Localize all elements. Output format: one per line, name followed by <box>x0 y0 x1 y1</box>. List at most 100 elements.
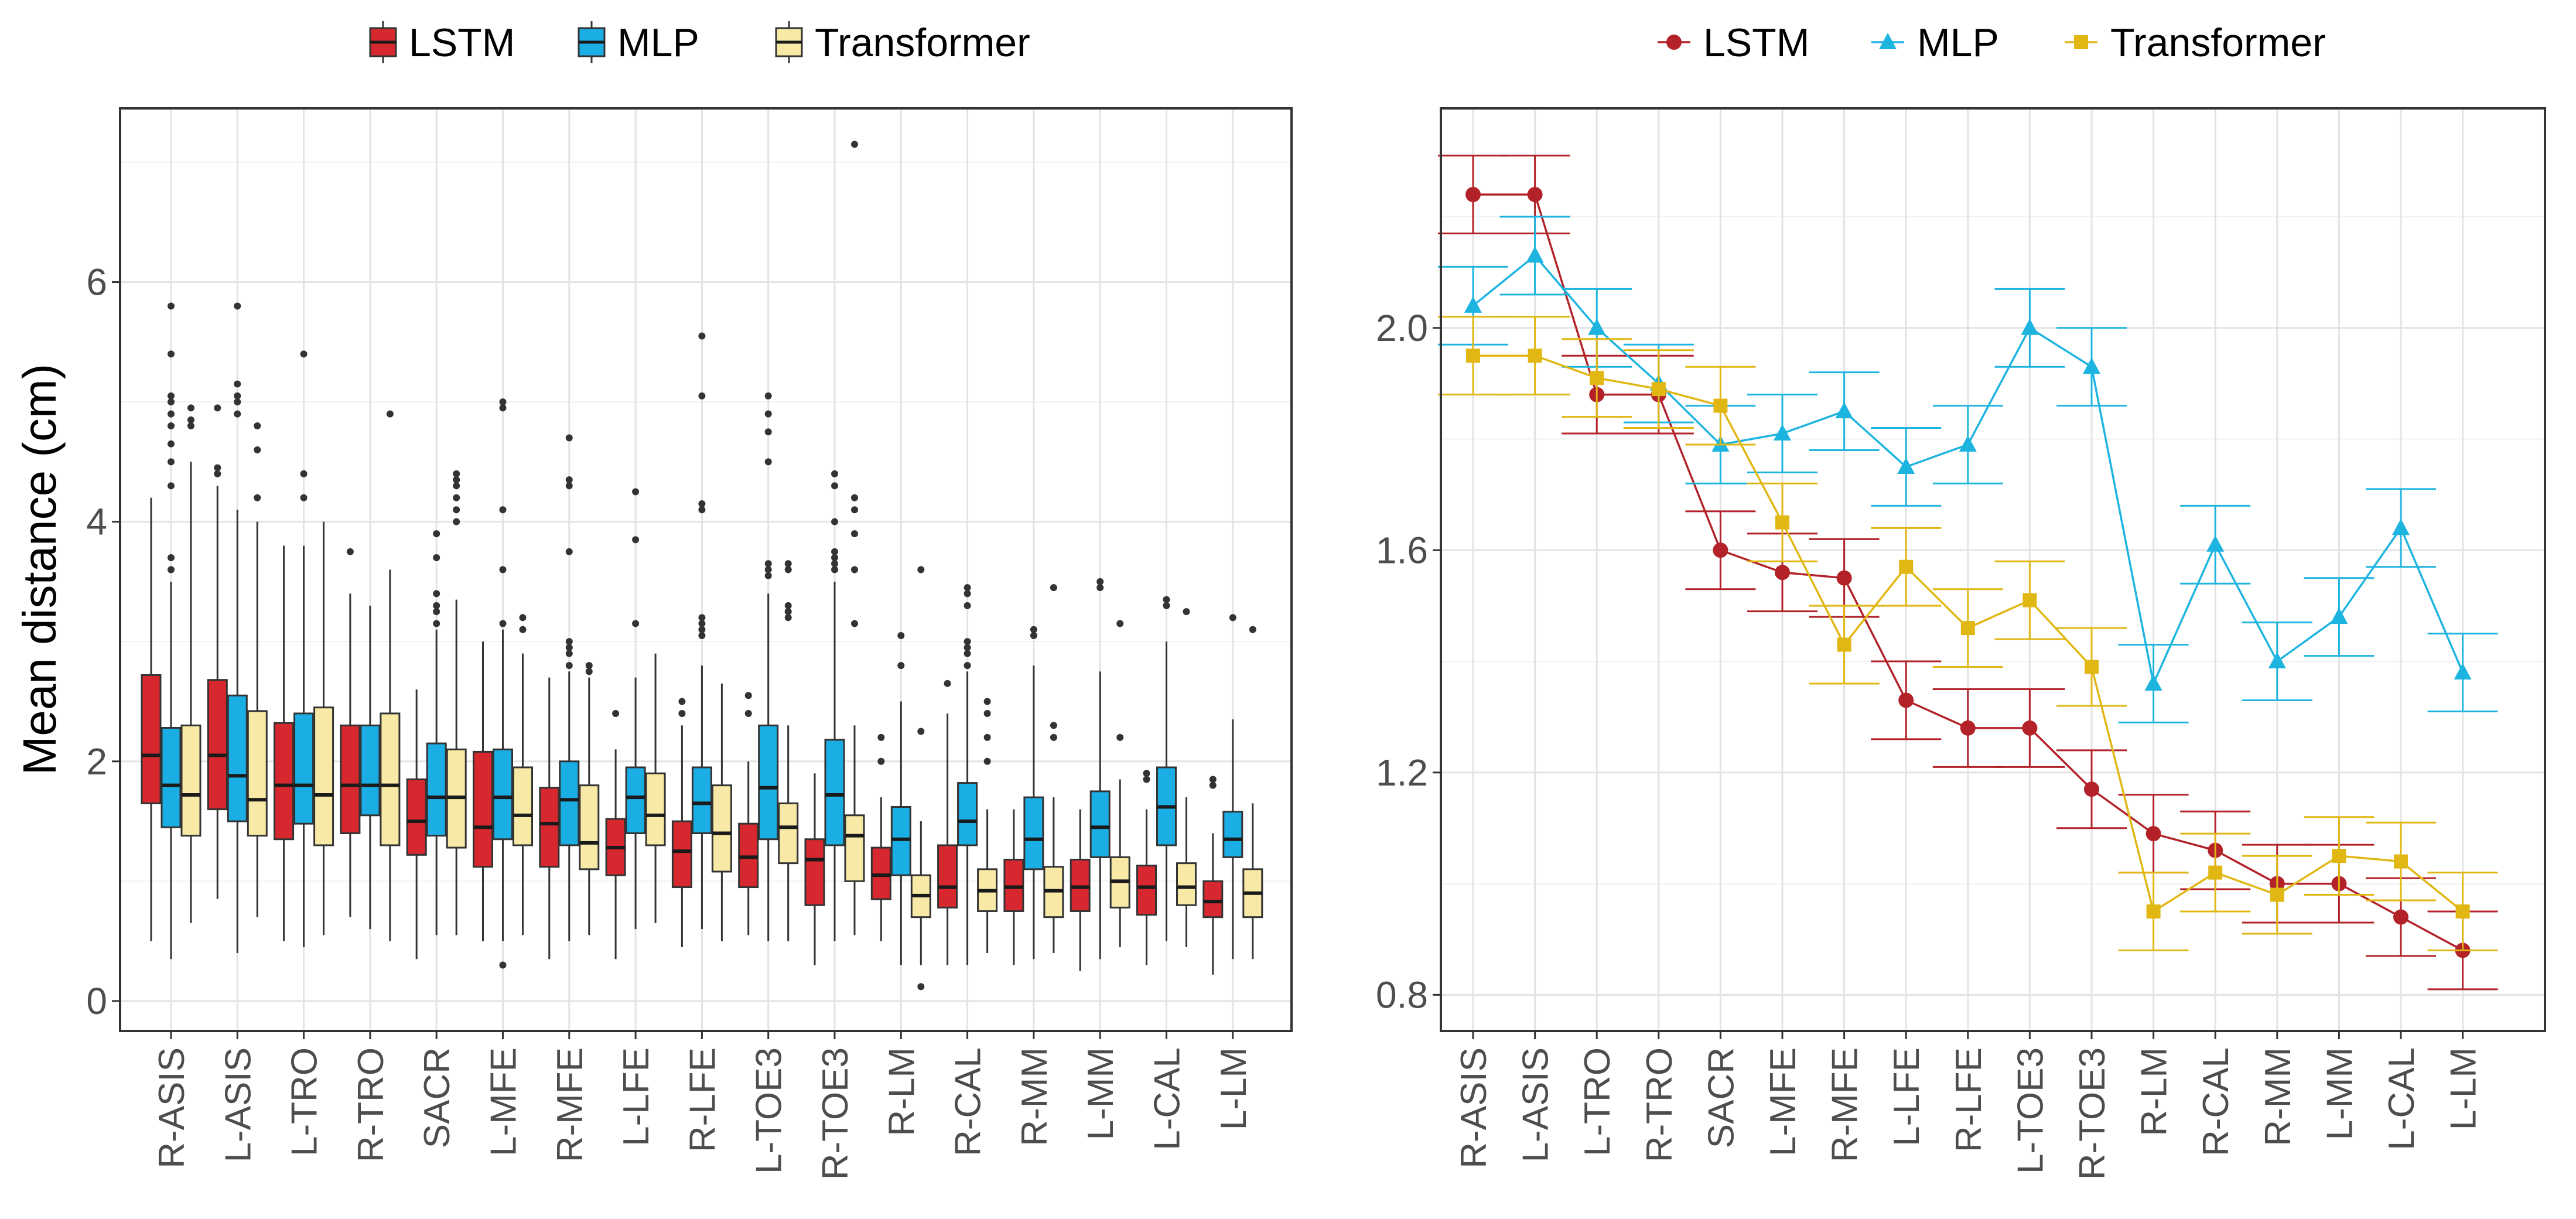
outlier-point <box>499 961 507 969</box>
data-point-lstm-r-asis <box>1465 187 1481 203</box>
box <box>1202 880 1224 918</box>
boxplot-box-mlp-l-toe3 <box>758 392 779 941</box>
boxplot-y-tick-label: 4 <box>86 501 107 543</box>
data-point-transformer-l-lfe <box>1899 559 1914 574</box>
boxplot-box-transformer-r-lfe <box>711 683 732 941</box>
outlier-point <box>964 638 971 646</box>
lineplot-y-tick-label: 1.6 <box>1376 529 1428 571</box>
outlier-point <box>1050 733 1057 741</box>
lineplot-series-transformer <box>1438 316 2498 951</box>
outlier-point <box>433 608 440 616</box>
outlier-point <box>565 662 573 670</box>
data-point-transformer-l-tro <box>1590 371 1604 385</box>
outlier-point <box>1116 733 1124 741</box>
lineplot-legend: LSTM MLP Transformer <box>1658 21 2326 65</box>
boxplot-box-mlp-r-tro <box>360 605 381 930</box>
legend-key-marker <box>1666 35 1682 50</box>
data-point-mlp-l-asis <box>1526 246 1544 263</box>
boxplot-box-lstm-r-lfe <box>671 698 692 947</box>
outlier-point <box>499 620 507 627</box>
outlier-point <box>1116 620 1124 627</box>
boxplot-legend-item-transformer: Transformer <box>775 21 1030 65</box>
boxplot-box-lstm-l-mfe <box>473 641 493 941</box>
lineplot-x-tick-label: L-TOE3 <box>2010 1047 2051 1174</box>
outlier-point <box>983 757 991 765</box>
box <box>711 784 732 873</box>
outlier-point <box>234 398 241 406</box>
box <box>1023 796 1044 870</box>
box <box>227 694 248 822</box>
data-point-transformer-r-mm <box>2270 887 2284 902</box>
outlier-point <box>1209 776 1217 783</box>
outlier-point <box>300 350 308 358</box>
outlier-point <box>187 422 194 430</box>
boxplot-legend-item-lstm: LSTM <box>369 21 515 65</box>
outlier-point <box>764 566 772 573</box>
boxplot-box-lstm-l-lfe <box>605 709 626 960</box>
box <box>671 820 692 889</box>
data-point-transformer-r-lfe <box>1960 621 1975 636</box>
data-point-mlp-l-lm <box>2454 663 2472 680</box>
box <box>645 772 666 846</box>
boxplot-legend-label: Transformer <box>815 21 1030 65</box>
lineplot-x-tick-label: R-LM <box>2134 1047 2175 1136</box>
boxplot-x-tick-label: R-ASIS <box>152 1047 192 1169</box>
box <box>579 784 600 870</box>
outlier-point <box>698 332 706 340</box>
data-point-lstm-l-cal <box>2393 909 2408 925</box>
box <box>180 724 201 837</box>
outlier-point <box>519 626 527 633</box>
lineplot-x-tick-label: R-ASIS <box>1454 1047 1494 1169</box>
boxplot-box-mlp-l-lfe <box>625 488 646 930</box>
boxplot-box-mlp-r-asis <box>160 302 182 960</box>
boxplot-panel-border <box>119 107 1293 1032</box>
box <box>957 782 978 846</box>
data-point-transformer-l-mm <box>2332 849 2346 863</box>
outlier-point <box>851 506 858 514</box>
outlier-point <box>168 398 175 406</box>
boxplot-x-tick-label: R-LM <box>882 1047 922 1136</box>
legend-key-marker <box>1879 33 1897 49</box>
boxplot-box-lstm-r-cal <box>937 680 958 965</box>
boxplot-panel-background <box>120 108 1292 1031</box>
boxplot-y-tick-label: 0 <box>86 980 107 1022</box>
box <box>380 712 401 846</box>
outlier-point <box>764 560 772 568</box>
boxplot-panel <box>119 107 1293 1032</box>
boxplot-x-tick-label: L-TRO <box>285 1047 325 1156</box>
data-point-mlp-l-mm <box>2330 607 2348 624</box>
box <box>141 674 162 804</box>
lineplot-legend-item-transformer: Transformer <box>2065 21 2326 65</box>
boxplot-box-transformer-r-cal <box>977 698 998 954</box>
outlier-point <box>386 410 394 418</box>
box <box>804 838 825 906</box>
data-point-lstm-l-toe3 <box>2022 720 2038 736</box>
outlier-point <box>565 644 573 651</box>
box <box>340 724 361 834</box>
outlier-point <box>851 566 858 573</box>
outlier-point <box>612 709 620 717</box>
outlier-point <box>214 404 221 412</box>
boxplot-legend-item-mlp: MLP <box>578 21 699 65</box>
data-point-mlp-r-asis <box>1464 296 1482 313</box>
outlier-point <box>300 494 308 501</box>
outlier-point <box>917 566 925 573</box>
outlier-point <box>784 614 792 622</box>
box <box>247 710 268 837</box>
outlier-point <box>346 548 354 555</box>
boxplot-box-lstm-r-toe3 <box>804 773 825 965</box>
outlier-point <box>831 560 838 568</box>
boxplot-box-mlp-r-lm <box>890 632 911 965</box>
box <box>426 742 447 837</box>
boxplot-x-tick-label: L-MFE <box>484 1047 524 1156</box>
data-point-transformer-l-toe3 <box>2022 593 2037 607</box>
box <box>1176 862 1197 906</box>
boxplot-box-transformer-r-tro <box>380 410 401 941</box>
box <box>870 846 891 900</box>
boxplot-box-mlp-l-tro <box>293 350 315 947</box>
data-point-lstm-r-mfe <box>1836 570 1852 586</box>
lineplot-y-axis: 0.8 1.2 1.6 2.0 <box>1376 307 1441 1016</box>
data-point-lstm-sacr <box>1713 542 1728 558</box>
outlier-point <box>632 536 640 544</box>
boxplot-box-transformer-l-cal <box>1176 608 1197 947</box>
